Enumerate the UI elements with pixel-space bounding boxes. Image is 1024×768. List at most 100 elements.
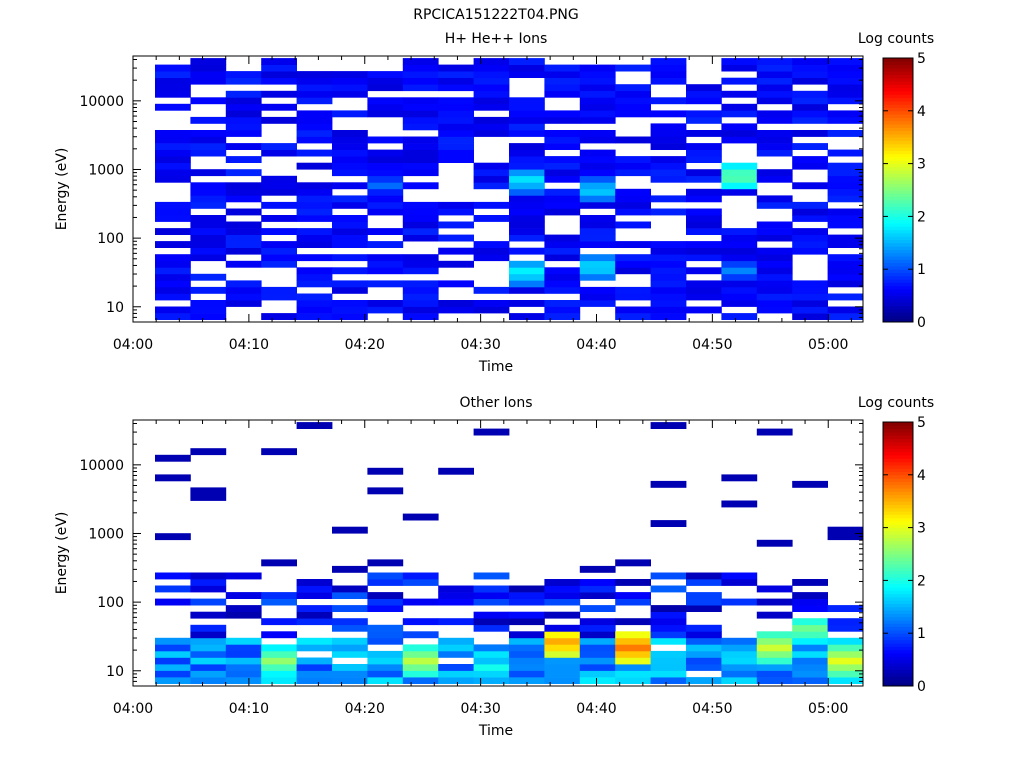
heatmap-cell <box>792 280 828 288</box>
heatmap-cell <box>225 110 262 118</box>
heatmap-cell <box>402 293 439 301</box>
heatmap-cell <box>650 162 687 170</box>
heatmap-cell <box>756 428 793 436</box>
heatmap-cell <box>827 657 864 665</box>
heatmap-cell <box>650 422 687 429</box>
colorbar-segment <box>883 537 913 542</box>
colorbar-segment <box>883 292 913 297</box>
heatmap-cell <box>332 565 368 573</box>
heatmap-cell <box>261 182 297 190</box>
colorbar-segment <box>883 445 913 449</box>
heatmap-cell <box>615 637 651 645</box>
colorbar-segment <box>883 127 913 132</box>
colorbar-tick-label: 2 <box>917 573 926 589</box>
panel-h-he-ions: H+ He++ Ions 04:00 04:10 04:20 04:30 04:40 04… <box>54 31 934 375</box>
colorbar-tick-label: 4 <box>917 104 926 120</box>
heatmap-cell <box>579 103 616 111</box>
colorbar-segment <box>883 593 913 598</box>
colorbar-segment <box>883 193 913 198</box>
heatmap-cell <box>650 313 687 320</box>
heatmap-cell <box>686 572 722 580</box>
heatmap-cell <box>296 116 333 124</box>
plot-frame-1 <box>132 55 864 323</box>
heatmap-cell <box>615 306 651 314</box>
colorbar-tick-label: 2 <box>917 209 926 225</box>
colorbar-segment <box>883 623 913 628</box>
heatmap-cell <box>155 572 191 580</box>
heatmap-cell <box>190 572 227 580</box>
colorbar-segment <box>883 468 913 472</box>
heatmap-cell <box>261 592 297 599</box>
heatmap-cell <box>650 247 687 255</box>
heatmap-cell <box>261 670 297 678</box>
heatmap-cell <box>544 637 581 645</box>
heatmap-cell <box>509 585 545 593</box>
heatmap-cell <box>827 58 864 65</box>
heatmap-cell <box>544 631 581 639</box>
heatmap-cell <box>155 657 191 665</box>
heatmap-cell <box>827 293 864 301</box>
heatmap-cell <box>296 136 333 144</box>
heatmap-cell <box>827 182 864 190</box>
heatmap-cell <box>473 664 510 671</box>
heatmap-cell <box>296 657 333 665</box>
colorbar-frame <box>882 421 914 687</box>
colorbar-segment <box>883 305 913 310</box>
heatmap-cell <box>509 103 545 111</box>
heatmap-cell <box>615 136 651 144</box>
heatmap-cell <box>402 77 439 85</box>
heatmap-cell <box>225 650 262 658</box>
heatmap-cell <box>190 306 227 314</box>
heatmap-cell <box>473 116 510 124</box>
heatmap-cell <box>367 208 404 216</box>
colorbar-segment <box>883 497 913 502</box>
heatmap-cell <box>367 169 404 177</box>
heatmap-cell <box>827 208 864 216</box>
colorbar-segment <box>883 583 913 588</box>
heatmap-cell <box>402 215 439 222</box>
heatmap-cells-h-he <box>155 58 864 320</box>
heatmap-cell <box>686 247 722 255</box>
x-tick-label: 05:00 <box>808 337 848 353</box>
heatmap-cell <box>332 670 368 678</box>
heatmap-cell <box>756 228 793 235</box>
heatmap-cell <box>225 182 262 190</box>
heatmap-cell <box>650 156 687 163</box>
colorbar-segment <box>883 213 913 217</box>
heatmap-cell <box>367 487 404 495</box>
heatmap-cell <box>792 156 828 163</box>
heatmap-cell <box>402 579 439 586</box>
heatmap-cell <box>721 657 758 665</box>
heatmap-cell <box>402 149 439 157</box>
heatmap-cell <box>686 592 722 599</box>
y-tick-label: 10000 <box>79 94 124 110</box>
heatmap-cell <box>650 670 687 678</box>
heatmap-cell <box>332 90 368 98</box>
heatmap-cell <box>473 670 510 678</box>
heatmap-cell <box>721 241 758 248</box>
colorbar-segment <box>883 646 913 651</box>
heatmap-cell <box>721 90 758 98</box>
heatmap-cell <box>721 267 758 275</box>
heatmap-cell <box>756 273 793 281</box>
heatmap-cell <box>225 208 262 216</box>
y-tick-label: 10 <box>106 664 124 680</box>
heatmap-cell <box>332 162 368 170</box>
heatmap-cells-other <box>155 422 864 684</box>
heatmap-cell <box>402 97 439 105</box>
heatmap-cell <box>402 650 439 658</box>
heatmap-cell <box>367 624 404 632</box>
heatmap-cell <box>579 195 616 203</box>
heatmap-cell <box>721 228 758 235</box>
heatmap-cell <box>792 313 828 320</box>
heatmap-cell <box>438 64 474 72</box>
colorbar-segment <box>883 285 913 290</box>
colorbar-segment <box>883 143 913 148</box>
heatmap-cell <box>650 657 687 665</box>
colorbar-segment <box>883 140 913 145</box>
colorbar-segment <box>883 524 913 529</box>
heatmap-cell <box>332 195 368 203</box>
heatmap-cell <box>296 234 333 242</box>
heatmap-cell <box>509 215 545 222</box>
heatmap-cell <box>686 97 722 105</box>
